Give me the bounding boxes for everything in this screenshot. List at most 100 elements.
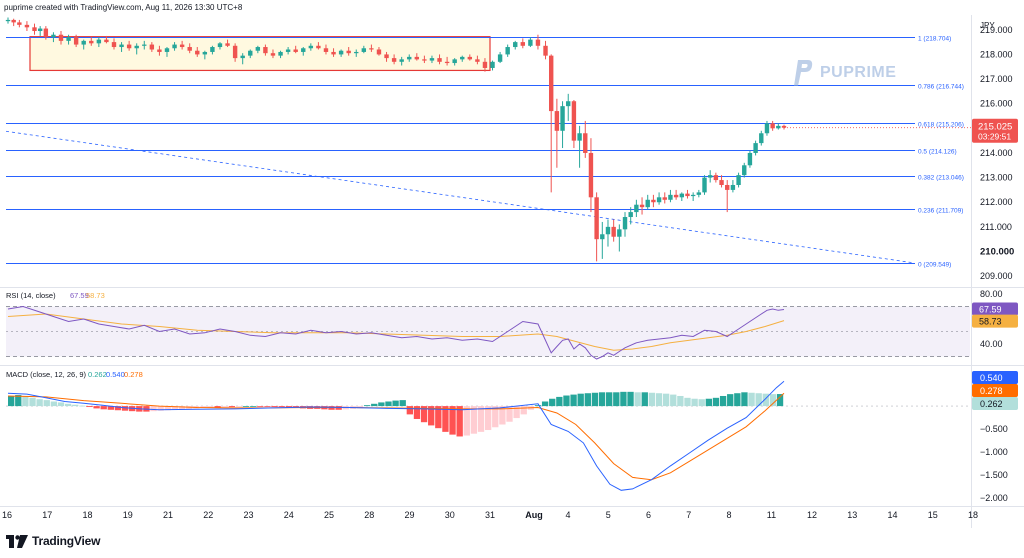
fib-level-label: 0.382 (213.046) (918, 175, 964, 182)
macd-histogram-bar (57, 402, 65, 407)
macd-histogram-bar (577, 393, 584, 407)
candle-body (126, 44, 132, 49)
macd-histogram-bar (641, 392, 648, 407)
candle-body (24, 24, 30, 28)
time-tick-label: 17 (42, 510, 52, 520)
macd-legend-macd: 0.540 (106, 370, 125, 379)
time-tick-label: 25 (324, 510, 334, 520)
price-tick-label: 213.000 (980, 173, 1013, 183)
consolidation-box (29, 36, 491, 72)
candle-body (407, 56, 412, 60)
candle-body (719, 180, 724, 185)
candle-body (43, 28, 49, 38)
tradingview-wordmark: TradingView (32, 534, 101, 548)
candle-body (232, 45, 238, 59)
candle-body (391, 58, 397, 62)
macd-hist-value-tag (972, 397, 1018, 410)
macd-histogram-bar (250, 406, 257, 407)
macd-histogram-bar (591, 392, 599, 407)
candle-body (549, 55, 554, 112)
macd-signal-line (7, 392, 785, 481)
candle-body (149, 44, 155, 50)
macd-histogram-bar (513, 406, 520, 419)
candle-body (520, 42, 526, 46)
candle-body (73, 37, 79, 45)
macd-tick-label: −1.000 (980, 447, 1008, 457)
macd-histogram-bar (741, 392, 748, 407)
candle-body (255, 47, 261, 51)
candle-body (111, 42, 117, 48)
macd-histogram-bar (449, 406, 456, 435)
last-price-value: 215.025 (978, 122, 1012, 133)
candle-body (369, 48, 374, 50)
macd-histogram-bar (613, 392, 620, 407)
rsi-tick-label: 80.00 (980, 289, 1003, 299)
candle-body (104, 39, 109, 43)
chart-caption: puprime created with TradingView.com, Au… (4, 3, 243, 12)
macd-histogram-bar (506, 406, 513, 422)
candle-body (588, 152, 594, 198)
candle-body (323, 48, 329, 52)
tradingview-brand[interactable]: TradingView (6, 534, 100, 548)
time-tick-label: 7 (686, 510, 691, 520)
price-tick-label: 210.000 (980, 247, 1014, 258)
candle-body (285, 49, 291, 52)
candle-body (535, 39, 541, 46)
candle-body (37, 28, 43, 32)
candle-body (690, 194, 696, 197)
candle-body (528, 39, 533, 46)
macd-histogram-bar (121, 406, 129, 411)
candle-body (747, 152, 753, 166)
macd-histogram-bar (549, 398, 556, 407)
puprime-watermark: PUPRIME (792, 58, 896, 88)
price-tick-label: 218.000 (980, 49, 1013, 59)
macd-histogram-bar (285, 406, 292, 408)
macd-value-tag (972, 371, 1018, 384)
candle-body (346, 50, 351, 54)
macd-legend-hist: 0.262 (88, 370, 107, 379)
macd-signal-value-tag (972, 384, 1018, 397)
macd-histogram-bar (727, 394, 734, 407)
macd-tick-label: −1.500 (980, 470, 1008, 480)
candle-body (51, 34, 56, 38)
candle-body (134, 45, 139, 49)
macd-histogram-bar (164, 406, 171, 411)
candle-body (89, 40, 94, 44)
macd-histogram-bar (627, 391, 634, 407)
candle-body (554, 111, 560, 131)
candle-body (770, 123, 775, 129)
macd-histogram-bar (392, 400, 399, 407)
candle-body (617, 229, 622, 237)
candle-body (331, 51, 336, 55)
macd-histogram-bar (620, 391, 627, 407)
candle-body (759, 133, 764, 144)
candle-body (202, 51, 208, 55)
macd-histogram-bar (271, 406, 278, 408)
trend-line (5, 130, 913, 263)
time-tick-label: 28 (364, 510, 374, 520)
macd-histogram-bar (705, 398, 713, 407)
candle-body (263, 47, 268, 54)
candle-body (467, 56, 473, 60)
macd-histogram-bar (43, 400, 50, 407)
macd-histogram-bar (385, 401, 392, 407)
macd-histogram-bar (29, 397, 36, 407)
macd-legend-title: MACD (close, 12, 26, 9) (6, 370, 87, 379)
macd-legend-signal: 0.278 (124, 370, 143, 379)
macd-histogram-bar (534, 405, 542, 407)
macd-histogram-bar (278, 406, 285, 408)
price-tick-label: 209.000 (980, 271, 1013, 281)
candle-body (543, 45, 548, 56)
macd-histogram-bar (171, 406, 179, 410)
candle-body (437, 58, 442, 62)
candle-body (583, 133, 588, 153)
time-tick-label: 21 (163, 510, 173, 520)
macd-histogram-bar (8, 395, 15, 407)
candle-body (270, 53, 276, 56)
macd-histogram-bar (150, 406, 157, 412)
candle-body (119, 44, 124, 48)
macd-histogram-bar (748, 392, 755, 407)
time-tick-label: 11 (767, 510, 776, 520)
macd-histogram-bar (734, 393, 741, 407)
